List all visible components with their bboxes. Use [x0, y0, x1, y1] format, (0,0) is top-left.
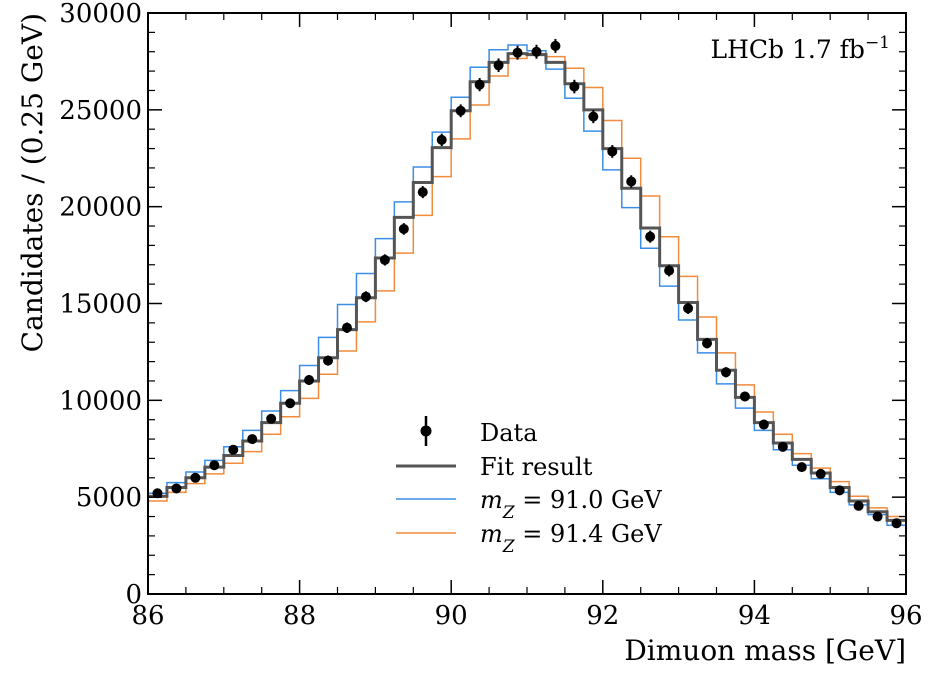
data-point	[758, 419, 769, 430]
data-point	[626, 176, 637, 187]
data-point	[683, 303, 694, 314]
data-point	[493, 60, 504, 71]
data-point	[702, 338, 713, 349]
data-point	[190, 472, 201, 483]
data-point	[664, 265, 675, 276]
series-layer	[148, 38, 906, 529]
legend-entry-m910: mZ = 91.0 GeV	[396, 486, 662, 523]
legend-m914-rest: = 91.4 GeV	[515, 520, 663, 548]
data-point	[739, 391, 750, 402]
data-point	[531, 46, 542, 57]
y-tick-label: 20000	[59, 193, 142, 223]
data-point	[398, 223, 409, 234]
data-point	[436, 134, 447, 145]
data-point	[304, 374, 315, 385]
legend-fit-label: Fit result	[480, 453, 593, 481]
x-tick-label: 92	[586, 601, 619, 631]
legend-m910-sub: Z	[502, 503, 516, 523]
data-point	[209, 460, 220, 471]
data-point	[834, 485, 845, 496]
lumi-annotation-superscript: −1	[865, 33, 890, 53]
series-fit-step	[148, 52, 906, 522]
data-point	[645, 231, 656, 242]
legend-entry-data: Data	[420, 416, 538, 447]
data-point	[569, 81, 580, 92]
ticks-layer: 86 88 90 92 94 96 0 5000 10000 15000 20000 25000 300…	[59, 0, 922, 631]
x-tick-label: 94	[738, 601, 771, 631]
legend-m914-sub: Z	[502, 537, 516, 557]
legend-m910-rest: = 91.0 GeV	[515, 486, 663, 514]
legend-m910-label: mZ = 91.0 GeV	[480, 486, 662, 523]
legend-m914-label: mZ = 91.4 GeV	[480, 520, 662, 557]
legend: Data Fit result mZ = 91.0 GeV mZ = 91.4 …	[396, 416, 662, 557]
data-point	[512, 47, 523, 58]
data-point	[247, 434, 258, 445]
legend-data-marker	[420, 425, 432, 437]
y-tick-label: 15000	[59, 290, 142, 320]
data-point	[417, 187, 428, 198]
data-point	[266, 413, 277, 424]
legend-m914-var: m	[480, 520, 503, 548]
data-point	[720, 367, 731, 378]
y-tick-label: 25000	[59, 96, 142, 126]
legend-entry-fit: Fit result	[396, 453, 593, 481]
data-point	[152, 488, 163, 499]
data-point	[607, 146, 618, 157]
y-tick-label: 0	[125, 580, 142, 610]
data-point	[777, 441, 788, 452]
y-tick-label: 10000	[59, 386, 142, 416]
data-point	[588, 111, 599, 122]
data-point	[474, 79, 485, 90]
data-point	[379, 254, 390, 265]
data-point	[872, 511, 883, 522]
data-point	[360, 291, 371, 302]
data-point	[815, 468, 826, 479]
data-point	[796, 462, 807, 473]
legend-data-label: Data	[480, 419, 538, 447]
data-point	[323, 355, 334, 366]
lumi-annotation: LHCb 1.7 fb−1	[710, 33, 890, 64]
data-point	[171, 483, 182, 494]
x-axis-title: Dimuon mass [GeV]	[624, 634, 906, 667]
data-point	[285, 398, 296, 409]
data-point	[341, 322, 352, 333]
x-tick-label: 86	[131, 601, 164, 631]
data-point	[853, 500, 864, 511]
data-point	[550, 40, 561, 51]
x-tick-label: 90	[435, 601, 468, 631]
lumi-annotation-text: LHCb 1.7 fb	[710, 35, 864, 64]
data-point	[228, 444, 239, 455]
y-tick-label: 30000	[59, 0, 142, 29]
y-axis-title: Candidates / (0.25 GeV)	[16, 13, 49, 352]
x-tick-label: 96	[889, 601, 922, 631]
x-tick-label: 88	[283, 601, 316, 631]
legend-entry-m914: mZ = 91.4 GeV	[396, 520, 662, 557]
data-point	[455, 105, 466, 116]
y-tick-label: 5000	[76, 483, 142, 513]
legend-m910-var: m	[480, 486, 503, 514]
data-point	[891, 518, 902, 529]
